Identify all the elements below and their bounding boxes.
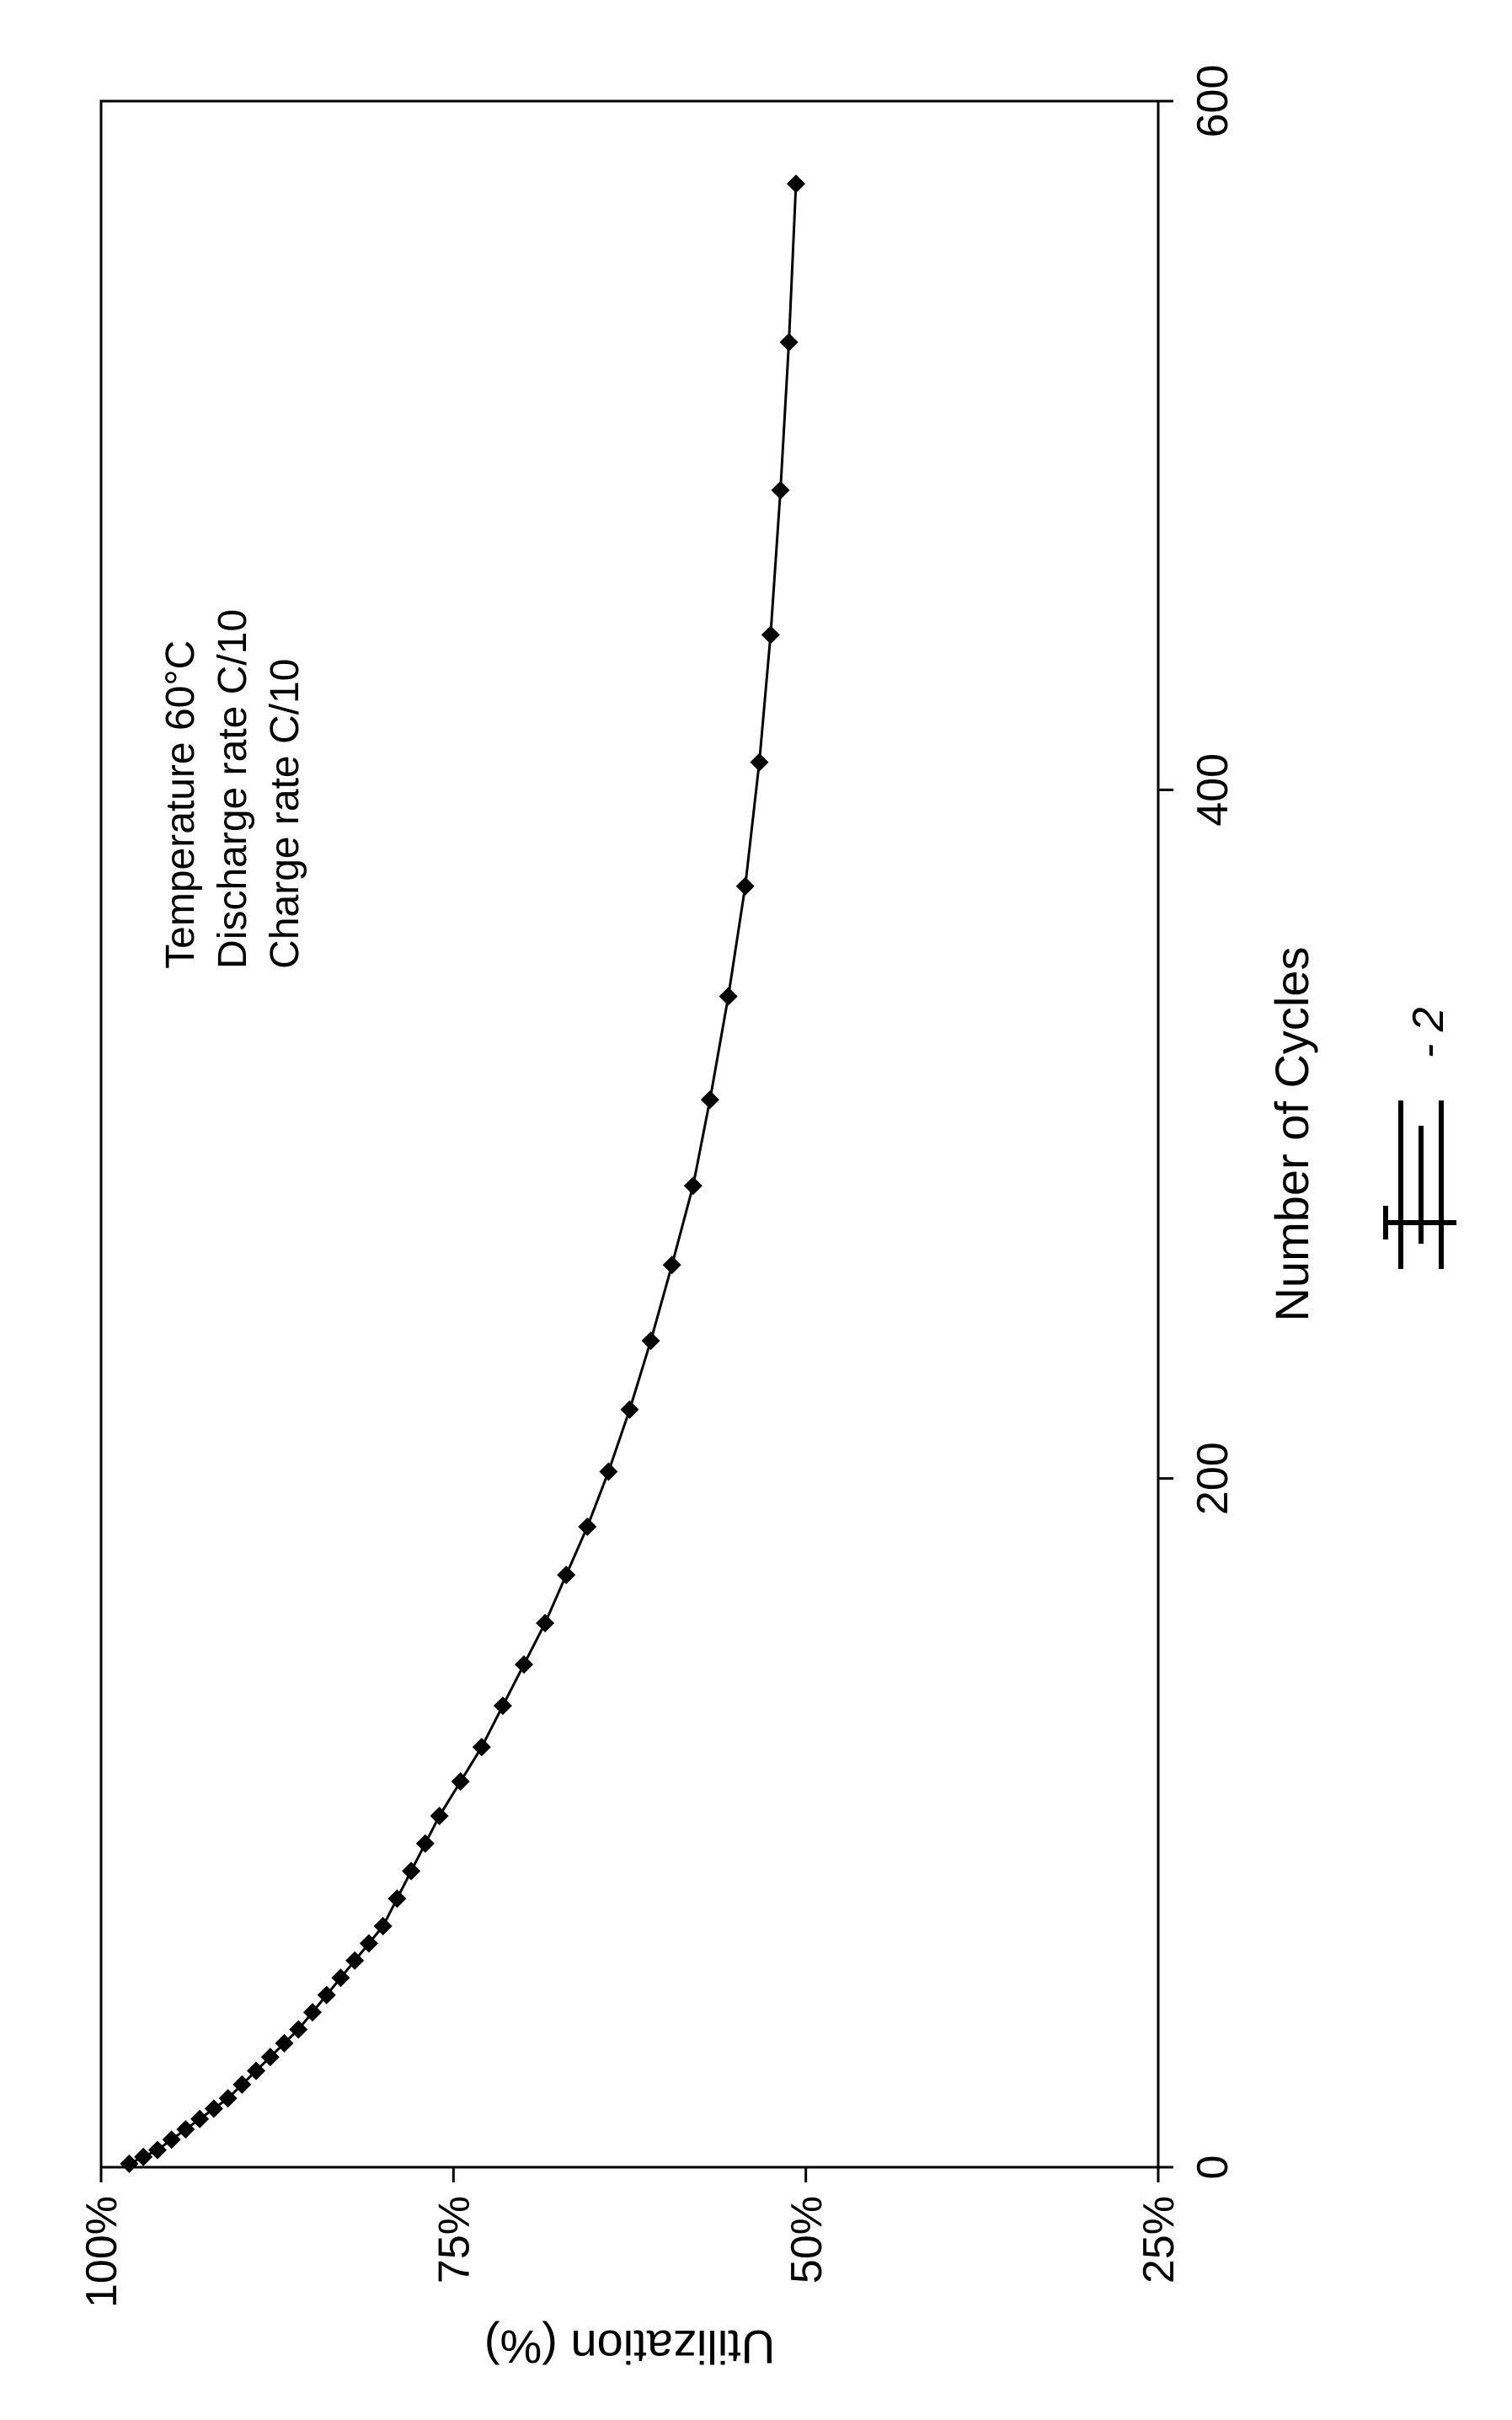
y-tick-label: 100%	[77, 2196, 126, 2308]
x-axis-label: Number of Cycles	[1265, 946, 1318, 1321]
y-tick-label: 50%	[783, 2196, 831, 2283]
legend-line: Discharge rate C/10	[211, 609, 255, 969]
legend-line: Temperature 60°C	[158, 640, 203, 969]
y-axis-label: Utilization (%)	[484, 2321, 775, 2374]
x-tick-label: 0	[1189, 2155, 1237, 2180]
legend-line: Charge rate C/10	[263, 659, 307, 969]
utilization-vs-cycles-chart: 0 200 400 600 25% 50% 75% 100% Number of Cycles U…	[0, 0, 1512, 2420]
chart-container: 0 200 400 600 25% 50% 75% 100% Number of Cycles U…	[0, 0, 1512, 2420]
y-tick-label: 25%	[1135, 2196, 1183, 2283]
x-tick-label: 600	[1189, 65, 1237, 138]
x-tick-label: 200	[1189, 1442, 1237, 1515]
x-tick-label: 400	[1189, 753, 1237, 827]
y-tick-label: 75%	[430, 2196, 479, 2283]
figure-number: - 2	[1404, 1007, 1453, 1058]
